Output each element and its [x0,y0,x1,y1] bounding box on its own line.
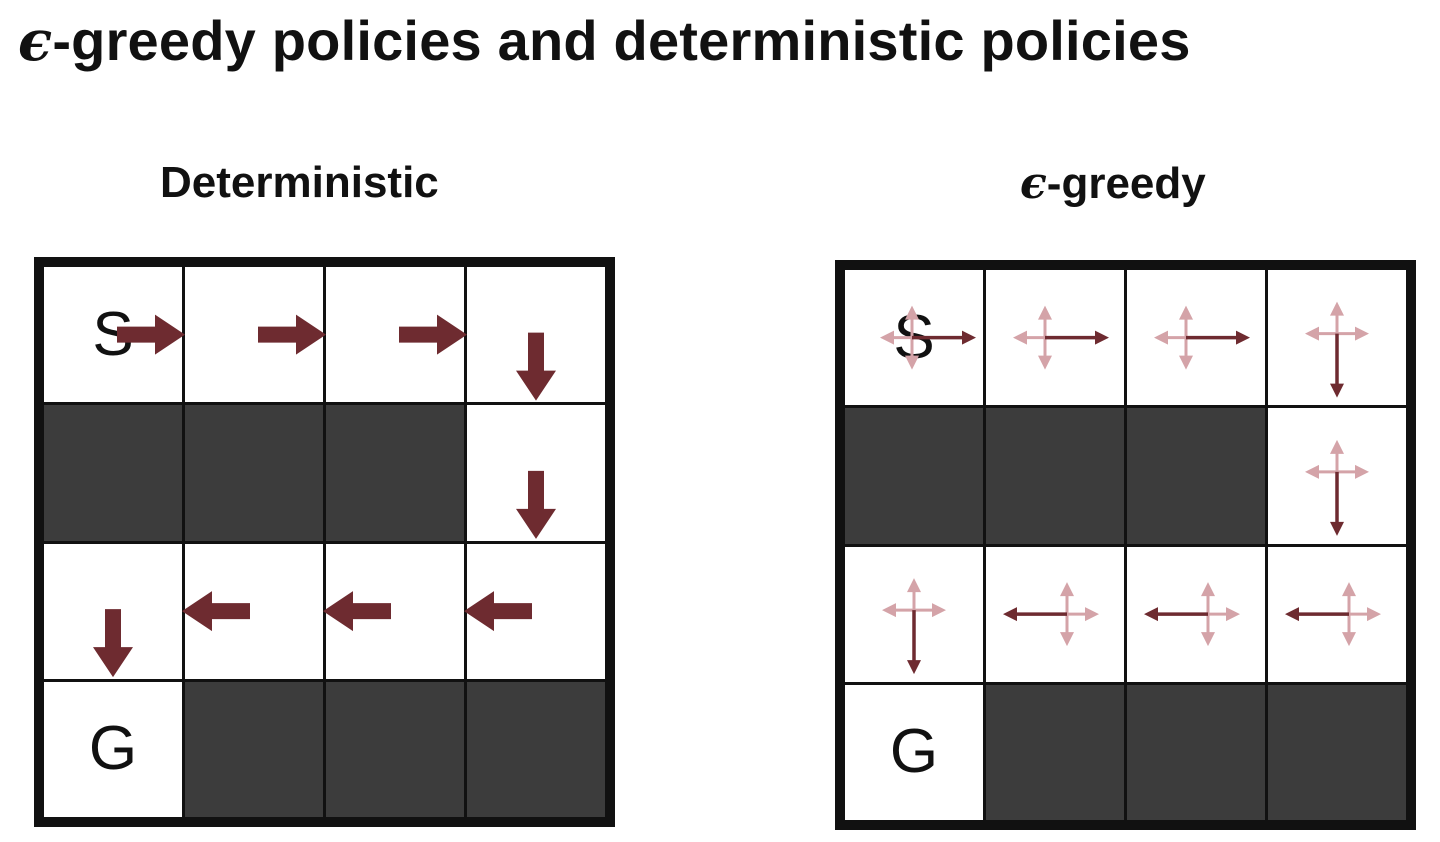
wall-cell [986,408,1124,544]
wall-cell [1127,408,1265,544]
deterministic-panel-label: Deterministic [160,158,439,208]
grid-cell [467,543,605,679]
grid-cell [44,543,182,679]
grid-cell [467,405,605,541]
epsilon-greedy-panel-label: ϵ-greedy [1020,158,1206,209]
title-epsilon-symbol: ϵ [18,8,53,74]
wall-cell [326,681,464,817]
wall-cell [1268,684,1406,820]
grid-cell [1127,546,1265,682]
grid-cell [1268,408,1406,544]
grid-cell [1127,270,1265,406]
wall-cell [185,681,323,817]
grid-cell [326,267,464,403]
wall-cell [986,684,1124,820]
grid-cell [326,543,464,679]
goal-label: G [889,717,939,787]
grid-cell [845,546,983,682]
grid-cell [986,546,1124,682]
wall-cell [185,405,323,541]
grid-cell: S [44,267,182,403]
epsilon-greedy-label-text: -greedy [1046,159,1206,208]
start-label: S [893,302,935,372]
wall-cell [1127,684,1265,820]
grid-cell [1268,546,1406,682]
deterministic-label-text: Deterministic [160,158,439,207]
epsilon-greedy-label-epsilon: ϵ [1020,158,1047,209]
grid-cell [467,267,605,403]
grid-cell: G [845,684,983,820]
grid-cell [185,267,323,403]
grid-cell: G [44,681,182,817]
grid-cell: S [845,270,983,406]
grid-cell [986,270,1124,406]
wall-cell [44,405,182,541]
wall-cell [467,681,605,817]
title-text: -greedy policies and deterministic polic… [52,9,1191,72]
grid-cell [1268,270,1406,406]
grid-cell [185,543,323,679]
start-label: S [92,299,134,369]
wall-cell [845,408,983,544]
wall-cell [326,405,464,541]
page-title: ϵ-greedy policies and deterministic poli… [18,8,1191,74]
goal-label: G [88,714,138,784]
